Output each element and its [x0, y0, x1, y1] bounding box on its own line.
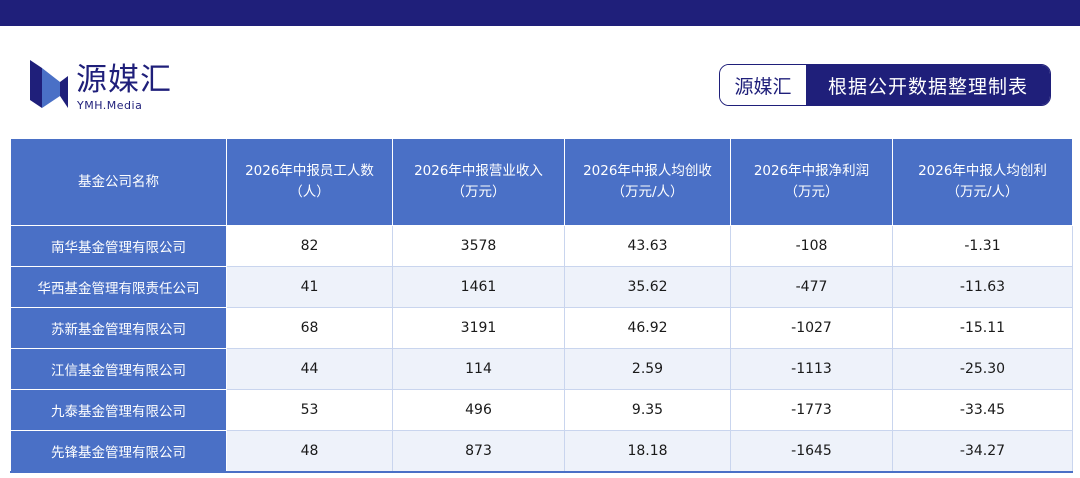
employees-cell: 44 [226, 348, 393, 390]
employees-cell: 53 [226, 389, 393, 431]
source-badge-text: 根据公开数据整理制表 [806, 65, 1050, 105]
column-header-employees: 2026年中报员工人数 （人） [226, 138, 393, 226]
net-profit-cell: -477 [730, 266, 893, 308]
revenue-cell: 3191 [392, 307, 565, 349]
revenue-per-capita-cell: 18.18 [564, 430, 731, 473]
revenue-cell: 1461 [392, 266, 565, 308]
logo: 源媒汇 YMH.Media [30, 60, 190, 114]
company-name-cell: 江信基金管理有限公司 [10, 348, 227, 390]
company-name-cell: 苏新基金管理有限公司 [10, 307, 227, 349]
net-profit-cell: -1027 [730, 307, 893, 349]
revenue-per-capita-cell: 9.35 [564, 389, 731, 431]
company-name-cell: 南华基金管理有限公司 [10, 225, 227, 267]
employees-cell: 48 [226, 430, 393, 473]
profit-per-capita-cell: -34.27 [892, 430, 1073, 473]
source-badge: 源媒汇 根据公开数据整理制表 [719, 64, 1051, 106]
company-name-cell: 先锋基金管理有限公司 [10, 430, 227, 473]
revenue-cell: 114 [392, 348, 565, 390]
source-badge-brand: 源媒汇 [720, 65, 806, 105]
logo-name: 源媒汇 [76, 62, 172, 98]
employees-cell: 41 [226, 266, 393, 308]
table-header-row: 基金公司名称 2026年中报员工人数 （人） 2026年中报营业收入 （万元） … [10, 138, 1073, 226]
employees-cell: 82 [226, 225, 393, 267]
revenue-cell: 3578 [392, 225, 565, 267]
net-profit-cell: -1113 [730, 348, 893, 390]
company-name-cell: 九泰基金管理有限公司 [10, 389, 227, 431]
revenue-per-capita-cell: 2.59 [564, 348, 731, 390]
header-text: 2026年中报人均创利 （万元/人） [918, 163, 1047, 200]
profit-per-capita-cell: -15.11 [892, 307, 1073, 349]
revenue-per-capita-cell: 35.62 [564, 266, 731, 308]
table-row: 江信基金管理有限公司 44 114 2.59 -1113 -25.30 [10, 348, 1073, 390]
profit-per-capita-cell: -25.30 [892, 348, 1073, 390]
header-text: 2026年中报净利润 （万元） [753, 163, 870, 200]
revenue-cell: 873 [392, 430, 565, 473]
column-header-company: 基金公司名称 [10, 138, 227, 226]
employees-cell: 68 [226, 307, 393, 349]
column-header-revenue-per-capita: 2026年中报人均创收 （万元/人） [564, 138, 731, 226]
logo-subtitle: YMH.Media [77, 99, 143, 112]
profit-per-capita-cell: -1.31 [892, 225, 1073, 267]
header-text: 2026年中报营业收入 （万元） [414, 163, 543, 200]
table-row: 九泰基金管理有限公司 53 496 9.35 -1773 -33.45 [10, 389, 1073, 431]
top-banner [0, 0, 1080, 26]
table-row: 华西基金管理有限责任公司 41 1461 35.62 -477 -11.63 [10, 266, 1073, 308]
net-profit-cell: -1645 [730, 430, 893, 473]
profit-per-capita-cell: -33.45 [892, 389, 1073, 431]
column-header-profit-per-capita: 2026年中报人均创利 （万元/人） [892, 138, 1073, 226]
revenue-cell: 496 [392, 389, 565, 431]
table-row: 苏新基金管理有限公司 68 3191 46.92 -1027 -15.11 [10, 307, 1073, 349]
table-row: 南华基金管理有限公司 82 3578 43.63 -108 -1.31 [10, 225, 1073, 267]
net-profit-cell: -108 [730, 225, 893, 267]
column-header-net-profit: 2026年中报净利润 （万元） [730, 138, 893, 226]
table-row: 先锋基金管理有限公司 48 873 18.18 -1645 -34.27 [10, 430, 1073, 473]
fund-company-table: 基金公司名称 2026年中报员工人数 （人） 2026年中报营业收入 （万元） … [10, 138, 1073, 473]
revenue-per-capita-cell: 43.63 [564, 225, 731, 267]
profit-per-capita-cell: -11.63 [892, 266, 1073, 308]
header-text: 2026年中报员工人数 （人） [245, 163, 374, 200]
revenue-per-capita-cell: 46.92 [564, 307, 731, 349]
net-profit-cell: -1773 [730, 389, 893, 431]
header-text: 2026年中报人均创收 （万元/人） [583, 163, 712, 200]
logo-mark-icon [30, 60, 68, 108]
company-name-cell: 华西基金管理有限责任公司 [10, 266, 227, 308]
column-header-revenue: 2026年中报营业收入 （万元） [392, 138, 565, 226]
